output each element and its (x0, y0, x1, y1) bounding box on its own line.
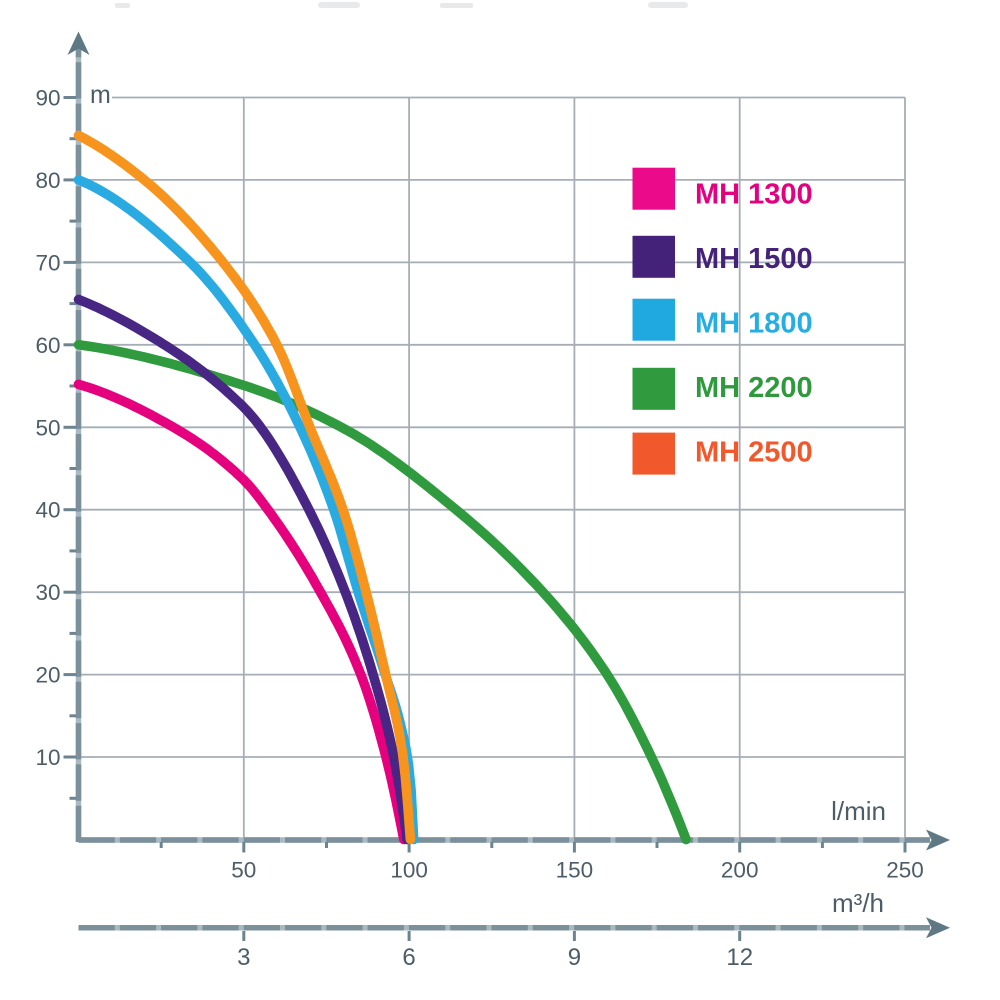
svg-text:200: 200 (721, 858, 759, 883)
svg-text:20: 20 (35, 663, 60, 688)
svg-text:30: 30 (35, 580, 60, 605)
svg-text:100: 100 (390, 858, 428, 883)
svg-text:MH 2500: MH 2500 (695, 437, 813, 469)
svg-text:m³/h: m³/h (832, 888, 884, 918)
svg-text:50: 50 (231, 858, 256, 883)
svg-text:250: 250 (886, 858, 924, 883)
svg-text:MH 1800: MH 1800 (695, 307, 813, 339)
svg-text:MH 2200: MH 2200 (695, 372, 813, 404)
svg-text:9: 9 (568, 944, 581, 971)
svg-text:6: 6 (402, 944, 415, 971)
svg-text:l/min: l/min (831, 796, 886, 826)
svg-text:50: 50 (35, 415, 60, 440)
svg-text:70: 70 (35, 250, 60, 275)
svg-text:12: 12 (726, 944, 753, 971)
svg-text:60: 60 (35, 333, 60, 358)
svg-text:10: 10 (35, 745, 60, 770)
svg-text:3: 3 (237, 944, 250, 971)
svg-text:40: 40 (35, 498, 60, 523)
svg-text:90: 90 (35, 86, 60, 111)
svg-text:MH 1500: MH 1500 (695, 243, 813, 275)
svg-text:MH 1300: MH 1300 (695, 178, 813, 210)
svg-text:m: m (90, 81, 111, 109)
svg-text:80: 80 (35, 168, 60, 193)
svg-text:150: 150 (556, 858, 594, 883)
